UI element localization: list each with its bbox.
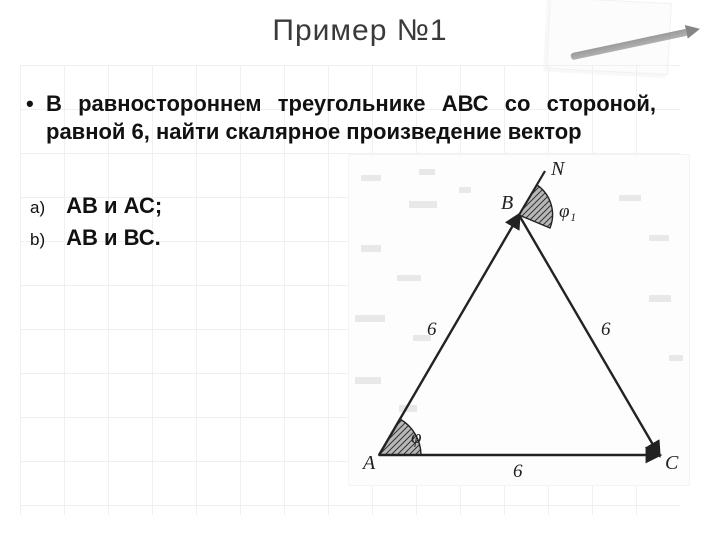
scan-noise xyxy=(355,169,683,412)
triangle-figure: A B C N 6 6 6 φ φ₁ xyxy=(348,154,690,486)
list-marker: a) xyxy=(30,196,60,221)
vertex-a-label: A xyxy=(361,452,376,474)
list-text: АВ и АС; xyxy=(66,193,162,218)
page-title: Пример №1 xyxy=(0,14,720,48)
problem-span: В равностороннем треугольнике АВС со сто… xyxy=(46,91,656,144)
list-text: АВ и ВС. xyxy=(66,225,161,250)
vertex-c-label: C xyxy=(665,452,679,474)
angle-b-label: φ₁ xyxy=(559,201,576,222)
side-bc-label: 6 xyxy=(601,319,611,340)
list-item: b) АВ и ВС. xyxy=(30,222,162,254)
vertex-b-label: B xyxy=(501,192,513,214)
side-ac-label: 6 xyxy=(513,461,523,482)
problem-text: В равностороннем треугольнике АВС со сто… xyxy=(46,90,656,145)
angle-a-label: φ xyxy=(411,427,422,448)
vertex-n-label: N xyxy=(550,158,566,180)
answer-list: a) АВ и АС; b) АВ и ВС. xyxy=(30,190,162,254)
list-marker: b) xyxy=(30,228,60,253)
list-item: a) АВ и АС; xyxy=(30,190,162,222)
side-ab-label: 6 xyxy=(427,319,437,340)
